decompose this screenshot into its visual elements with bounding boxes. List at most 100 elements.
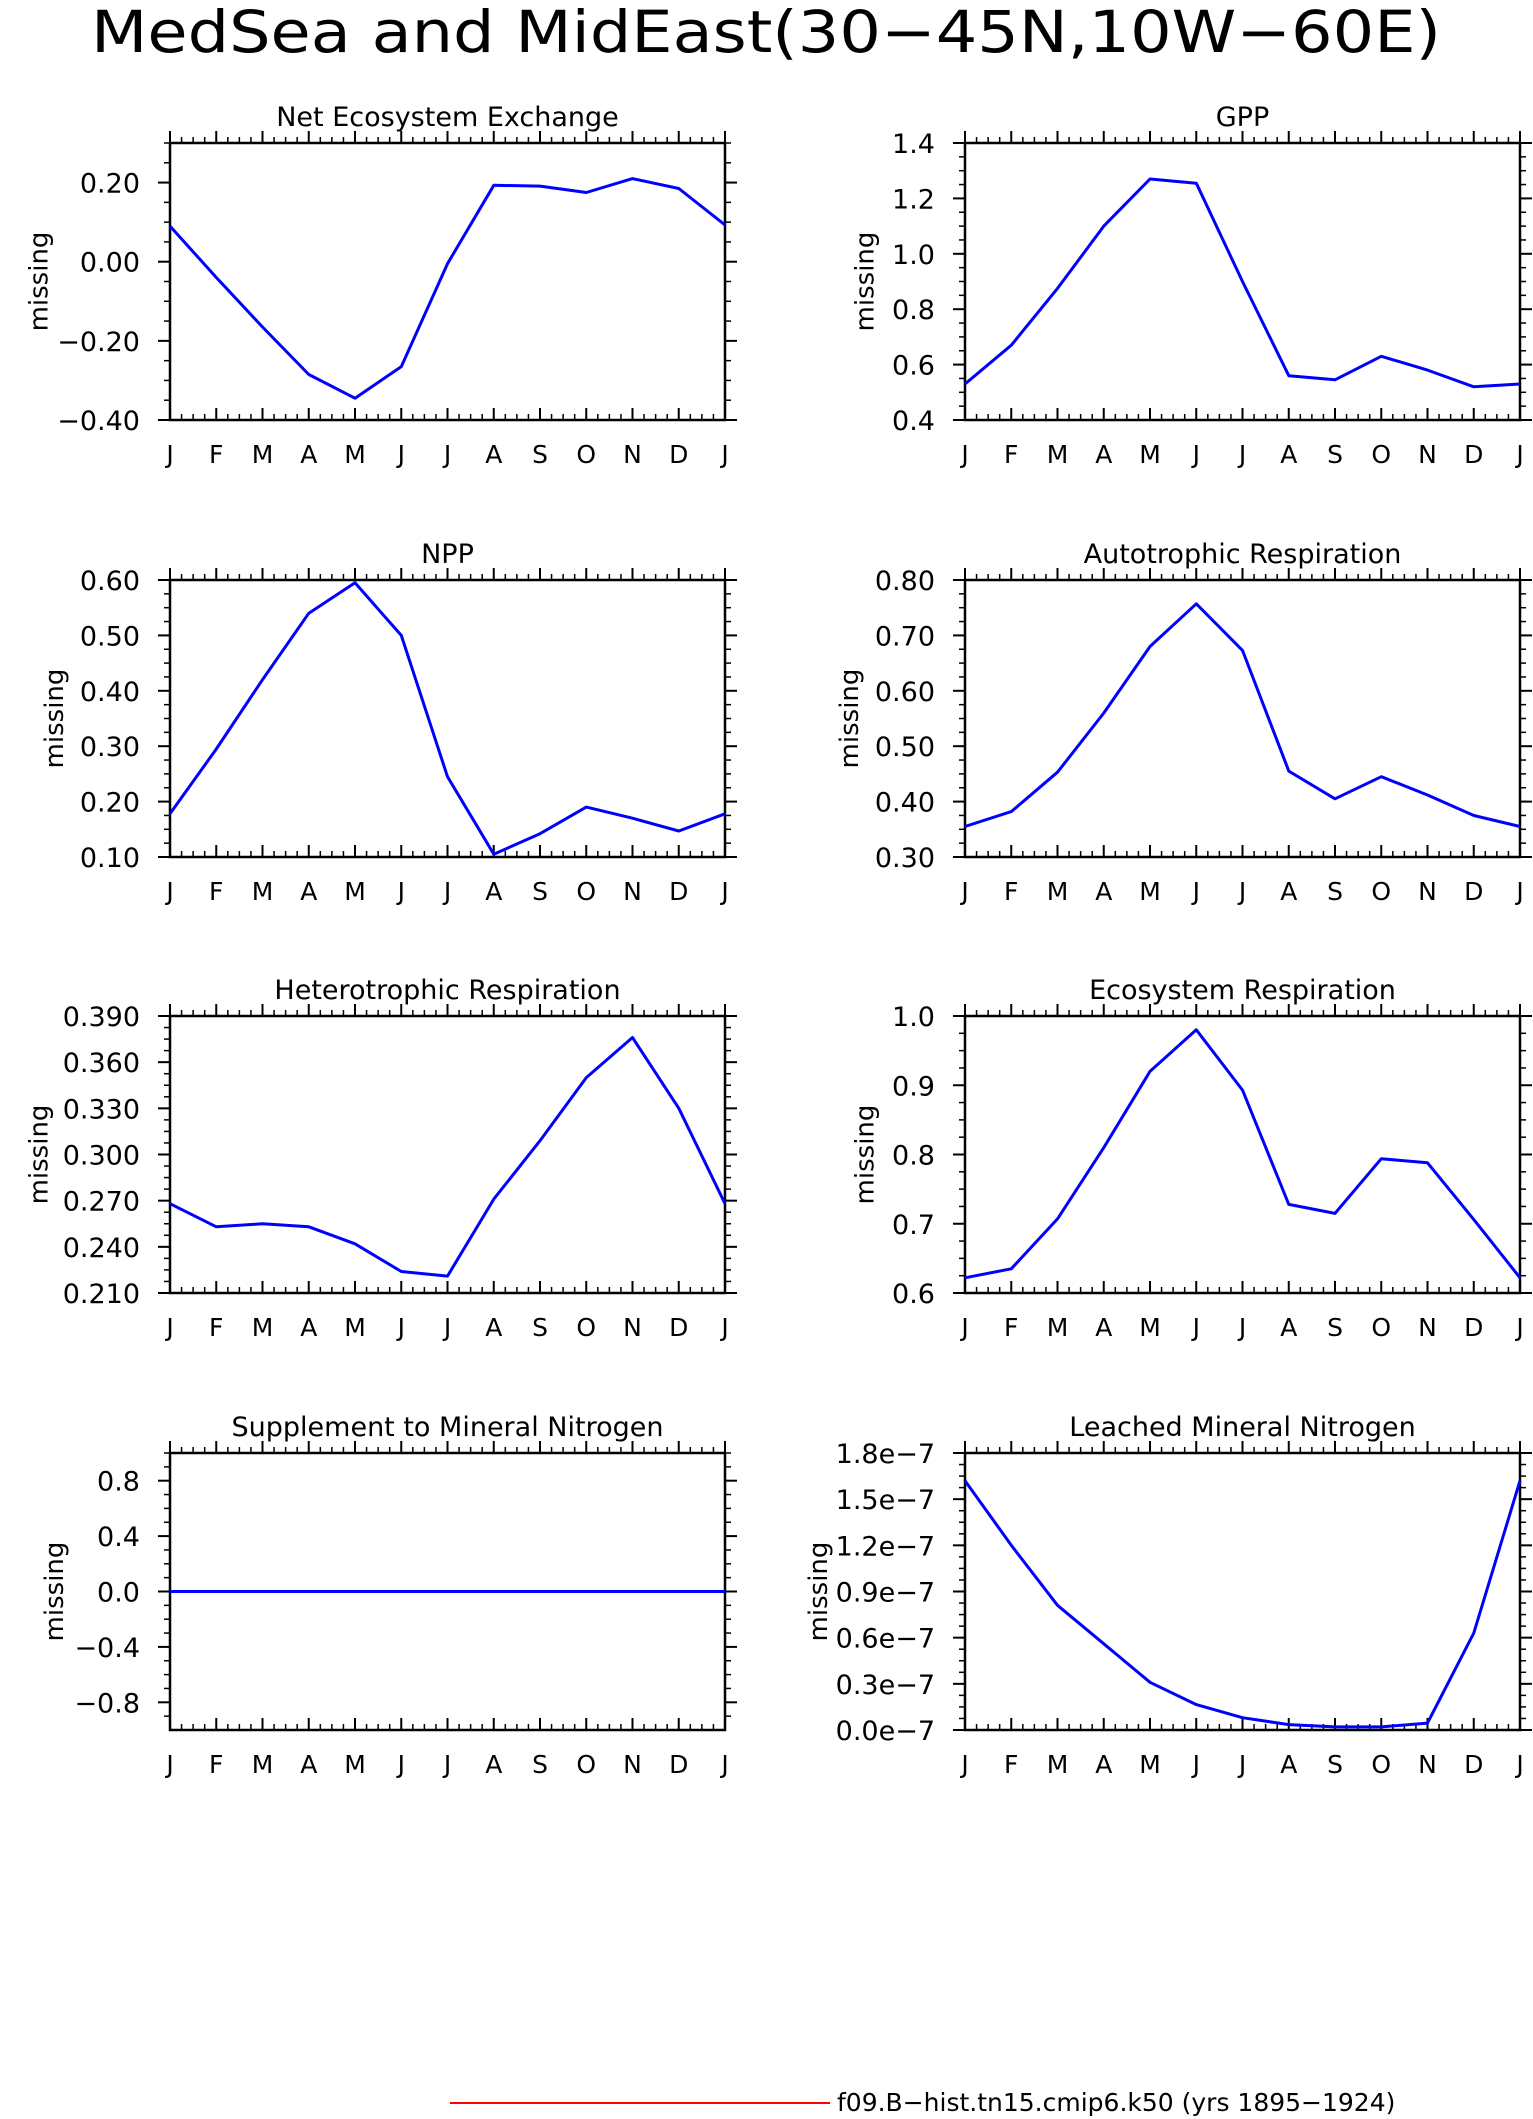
- x-tick-label: S: [1327, 440, 1343, 469]
- y-tick-label: 0.270: [63, 1187, 140, 1218]
- x-tick-label: S: [1327, 877, 1343, 906]
- legend-label: f09.B−hist.tn15.cmip6.k50 (yrs 1895−1924…: [837, 2088, 1395, 2117]
- x-tick-label: J: [442, 440, 451, 469]
- chart-title: Autotrophic Respiration: [1084, 539, 1402, 570]
- y-tick-label: 0.8: [892, 295, 935, 326]
- x-tick-label: J: [396, 877, 405, 906]
- series-line: [168, 581, 726, 856]
- x-tick-label: J: [719, 1750, 728, 1779]
- x-tick-label: A: [300, 877, 317, 906]
- x-tick-label: M: [1047, 877, 1069, 906]
- x-tick-label: N: [1418, 1750, 1437, 1779]
- plot-frame: [168, 578, 727, 859]
- x-tick-label: N: [1418, 440, 1437, 469]
- y-axis-label: missing: [851, 232, 881, 332]
- x-tick-label: O: [1371, 1313, 1391, 1342]
- plot-frame: [963, 578, 1522, 859]
- x-tick-label: F: [209, 1313, 223, 1342]
- y-tick-label: 0.330: [63, 1094, 140, 1125]
- x-tick-label: F: [1004, 1750, 1018, 1779]
- y-tick-label: 0.20: [80, 169, 140, 200]
- x-tick-label: J: [1237, 1313, 1246, 1342]
- x-tick-label: O: [576, 440, 596, 469]
- y-tick-label: 1.5e−7: [836, 1485, 935, 1516]
- chart-title: Heterotrophic Respiration: [274, 975, 620, 1006]
- x-tick-label: J: [1514, 877, 1523, 906]
- panels: J F M A M J J A S O N D J−0.40−0.200.000.20missingNe…: [25, 102, 1532, 1779]
- chart-panel: J F M A M J J A S O N D J0.0e−70.3e−70.6e−70.9e−71.2…: [804, 1412, 1532, 1779]
- y-tick-label: 0.4: [892, 406, 935, 437]
- series-line: [964, 1028, 1522, 1280]
- x-tick-label: F: [209, 440, 223, 469]
- x-tick-label: J: [719, 440, 728, 469]
- chart-panel: J F M A M J J A S O N D J−0.40−0.200.000.20missingNe…: [25, 102, 737, 469]
- y-tick-label: 0.40: [80, 677, 140, 708]
- y-tick-label: 1.2: [892, 184, 935, 215]
- y-tick-label: −0.40: [57, 406, 140, 437]
- x-tick-label: M: [344, 877, 366, 906]
- x-tick-label: J: [1191, 1313, 1200, 1342]
- y-tick-label: 0.50: [80, 621, 140, 652]
- x-tick-label: M: [1139, 1750, 1161, 1779]
- series-line: [963, 1479, 1522, 1729]
- x-tick-label: J: [1514, 1313, 1523, 1342]
- x-tick-label: S: [1327, 1750, 1343, 1779]
- x-tick-label: J: [164, 877, 173, 906]
- x-tick-label: A: [1095, 1313, 1112, 1342]
- x-tick-label: N: [623, 877, 642, 906]
- y-tick-label: 0.0e−7: [836, 1716, 935, 1747]
- x-tick-label: A: [485, 440, 502, 469]
- x-tick-label: N: [623, 1750, 642, 1779]
- y-tick-label: 0.10: [80, 843, 140, 874]
- y-tick-label: 0.8: [97, 1467, 140, 1498]
- chart-panel: J F M A M J J A S O N D J0.40.60.81.01.21.4missingGP…: [851, 102, 1532, 469]
- x-tick-label: O: [1371, 440, 1391, 469]
- x-tick-label: M: [1139, 1313, 1161, 1342]
- plot-frame: [168, 141, 727, 422]
- y-tick-label: 0.40: [875, 788, 935, 819]
- x-tick-label: A: [1280, 877, 1297, 906]
- y-tick-label: 0.0: [97, 1578, 140, 1609]
- y-tick-label: 0.360: [63, 1048, 140, 1079]
- chart-panel: J F M A M J J A S O N D J0.2100.2400.2700.3000.3300.…: [25, 975, 737, 1342]
- x-tick-label: A: [1095, 440, 1112, 469]
- x-tick-label: A: [300, 1313, 317, 1342]
- x-tick-label: J: [442, 1313, 451, 1342]
- x-tick-label: D: [669, 440, 688, 469]
- x-tick-label: M: [344, 1313, 366, 1342]
- x-tick-label: S: [532, 440, 548, 469]
- x-tick-label: J: [1237, 1750, 1246, 1779]
- y-tick-label: 0.3e−7: [836, 1670, 935, 1701]
- y-tick-label: 0.240: [63, 1233, 140, 1264]
- x-tick-label: N: [623, 440, 642, 469]
- chart-title: Supplement to Mineral Nitrogen: [232, 1412, 664, 1443]
- x-tick-label: S: [532, 1313, 548, 1342]
- x-tick-label: A: [485, 877, 502, 906]
- chart-title: NPP: [421, 539, 474, 570]
- y-tick-label: −0.20: [57, 327, 140, 358]
- x-tick-label: M: [252, 1313, 274, 1342]
- x-tick-label: A: [300, 440, 317, 469]
- x-tick-label: J: [1237, 440, 1246, 469]
- x-tick-label: J: [164, 440, 173, 469]
- x-tick-label: N: [623, 1313, 642, 1342]
- y-tick-label: 1.8e−7: [836, 1439, 935, 1470]
- x-tick-label: J: [164, 1750, 173, 1779]
- x-tick-label: M: [1047, 1313, 1069, 1342]
- y-tick-label: 0.20: [80, 788, 140, 819]
- x-tick-label: O: [1371, 877, 1391, 906]
- x-tick-label: A: [300, 1750, 317, 1779]
- x-tick-label: J: [442, 877, 451, 906]
- x-tick-label: A: [1095, 1750, 1112, 1779]
- x-tick-label: F: [1004, 440, 1018, 469]
- y-tick-label: 1.0: [892, 240, 935, 271]
- y-tick-label: 0.60: [875, 677, 935, 708]
- x-tick-label: D: [669, 1750, 688, 1779]
- y-axis-label: missing: [25, 1105, 55, 1205]
- y-axis-label: missing: [835, 669, 865, 769]
- x-tick-label: J: [959, 877, 968, 906]
- y-tick-label: −0.4: [74, 1633, 140, 1664]
- x-tick-label: D: [669, 1313, 688, 1342]
- plot-frame: [963, 1014, 1522, 1295]
